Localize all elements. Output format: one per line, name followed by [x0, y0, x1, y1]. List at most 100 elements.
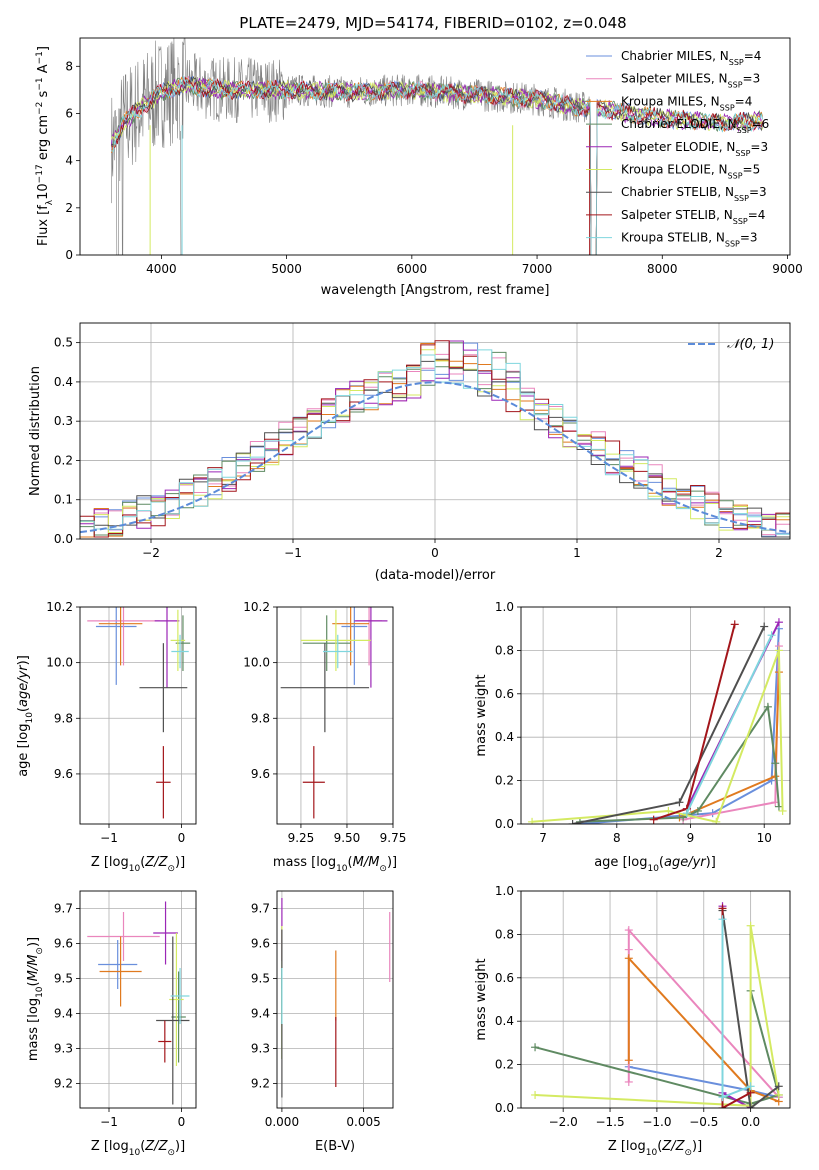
x-axis-label: age [log10(age/yr)] — [594, 855, 716, 874]
x-tick-label: 8 — [613, 831, 621, 845]
y-axis-label: age [log10(age/yr)] — [16, 655, 35, 777]
weight-series-line — [579, 704, 780, 823]
axes-ebv-mass: 0.000 0.005 9.2 9.3 9.4 9.5 9.6 9.7 E(B-V) — [251, 890, 394, 1154]
y-tick-label: 9.6 — [54, 767, 73, 781]
y-tick-label: 0.4 — [495, 1014, 514, 1028]
y-tick-label: 6 — [65, 106, 73, 120]
axes-frame — [79, 890, 197, 1109]
x-axis-label: Z [log10(Z/Z⊙)] — [91, 1139, 185, 1158]
legend-label: Salpeter STELIB, NSSP=4 — [621, 208, 765, 226]
x-axis-label: wavelength [Angstrom, rest frame] — [321, 283, 550, 298]
x-tick-label: 0 — [431, 546, 439, 560]
plot-area-residuals — [80, 340, 790, 539]
legend-label: Kroupa MILES, NSSP=4 — [621, 94, 752, 112]
y-tick-label: 10.0 — [243, 656, 270, 670]
y-tick-label: 8 — [65, 59, 73, 73]
x-tick-label: 0.000 — [265, 1115, 299, 1129]
y-tick-label: 9.3 — [251, 1042, 270, 1056]
x-tick-label: 9000 — [772, 262, 803, 276]
weight-series-line — [653, 624, 736, 821]
spectrum-model-line — [110, 78, 763, 255]
x-tick-label: −2 — [142, 546, 160, 560]
axes-frame — [276, 890, 394, 1109]
x-tick-label: 1 — [573, 546, 581, 560]
y-tick-label: 4 — [65, 154, 73, 168]
legend-label: Chabrier STELIB, NSSP=3 — [621, 185, 767, 203]
spectrum-data-line — [111, 38, 591, 255]
weight-series-line — [534, 990, 781, 1105]
x-tick-label: 10 — [757, 831, 772, 845]
y-axis-label: Flux [fλ10−17 erg cm−2 s−1 A−1] — [35, 46, 55, 246]
y-tick-label: 0.5 — [54, 336, 73, 350]
x-tick-label: 9.75 — [380, 831, 407, 845]
y-tick-label: 10.0 — [46, 656, 73, 670]
y-axis-label: mass weight — [474, 674, 489, 756]
y-tick-label: 9.6 — [251, 937, 270, 951]
axes-frame — [79, 322, 791, 540]
y-tick-label: 0 — [65, 248, 73, 262]
legend-label: 𝒩(0, 1) — [727, 337, 774, 352]
x-axis-label: mass [log10(M/M⊙)] — [273, 855, 397, 874]
plot-area-spectrum — [110, 38, 763, 255]
y-tick-label: 10.2 — [46, 600, 73, 614]
x-tick-label: 0 — [178, 1115, 186, 1129]
plot-area-mass-age — [280, 607, 388, 819]
x-axis-label: (data-model)/error — [375, 568, 496, 583]
legend: Chabrier MILES, NSSP=4 Salpeter MILES, NS… — [586, 49, 769, 248]
y-tick-label: 0.0 — [495, 817, 514, 831]
y-tick-label: 0.2 — [495, 1058, 514, 1072]
x-tick-label: −1.5 — [595, 1115, 624, 1129]
x-tick-label: −2.0 — [549, 1115, 578, 1129]
figure-title: PLATE=2479, MJD=54174, FIBERID=0102, z=0… — [239, 14, 626, 32]
x-tick-label: 0.005 — [346, 1115, 380, 1129]
y-axis-label: mass weight — [474, 958, 489, 1040]
axes-residuals: −2 −1 0 1 2 0.0 0.1 0.2 0.3 0.4 0.5 𝒩(0, 1) (data-mo… — [28, 322, 791, 583]
axes-z-weight: −2.0 −1.5 −1.0 −0.5 0.0 0.0 0.2 0.4 0.6 0.8 1.0 mas… — [474, 884, 791, 1158]
y-tick-label: 9.2 — [54, 1077, 73, 1091]
x-tick-label: 7000 — [522, 262, 553, 276]
axes-mass-age: 9.25 9.50 9.75 9.6 9.8 10.0 10.2 mass [log10(M/… — [243, 600, 407, 874]
y-tick-label: 0.3 — [54, 414, 73, 428]
plot-area-z-age — [87, 607, 191, 819]
x-tick-label: 9 — [687, 831, 695, 845]
plot-area-ebv-mass — [281, 898, 391, 1098]
x-axis-label: Z [log10(Z/Z⊙)] — [91, 855, 185, 874]
legend-label: Chabrier ELODIE, NSSP=6 — [621, 117, 769, 135]
y-tick-label: 1.0 — [495, 884, 514, 898]
spectrum-model-line — [111, 74, 763, 255]
normal-curve — [80, 381, 790, 534]
y-tick-label: 0.1 — [54, 493, 73, 507]
spectrum-model-line — [111, 75, 763, 255]
weight-series-line — [721, 910, 780, 1108]
y-tick-label: 9.8 — [54, 711, 73, 725]
x-tick-label: −0.5 — [689, 1115, 718, 1129]
axes-frame — [520, 606, 791, 825]
y-tick-label: 0.2 — [495, 774, 514, 788]
y-tick-label: 9.6 — [54, 937, 73, 951]
x-tick-label: 9.50 — [334, 831, 361, 845]
y-tick-label: 0.4 — [495, 730, 514, 744]
x-tick-label: 6000 — [397, 262, 428, 276]
x-tick-label: −1.0 — [642, 1115, 671, 1129]
y-tick-label: 0.4 — [54, 375, 73, 389]
plot-area-age-weight — [528, 618, 787, 824]
legend-label: Salpeter ELODIE, NSSP=3 — [621, 140, 768, 158]
x-tick-label: −1 — [284, 546, 302, 560]
y-tick-label: 9.4 — [251, 1007, 270, 1021]
spectrum-model-line — [110, 76, 763, 255]
x-tick-label: 5000 — [271, 262, 302, 276]
y-tick-label: 9.2 — [251, 1077, 270, 1091]
y-tick-label: 0.6 — [495, 687, 514, 701]
y-tick-label: 2 — [65, 201, 73, 215]
y-tick-label: 9.6 — [251, 767, 270, 781]
y-tick-label: 0.6 — [495, 971, 514, 985]
x-tick-label: 2 — [715, 546, 723, 560]
y-tick-label: 9.8 — [251, 711, 270, 725]
axes-age-weight: 7 8 9 10 0.0 0.2 0.4 0.6 0.8 1.0 mass weight age [l… — [474, 600, 791, 874]
axes-frame — [520, 890, 791, 1109]
x-tick-label: 9.25 — [288, 831, 315, 845]
x-axis-label: Z [log10(Z/Z⊙)] — [608, 1139, 702, 1158]
y-tick-label: 0.8 — [495, 643, 514, 657]
axes-frame — [79, 606, 197, 825]
